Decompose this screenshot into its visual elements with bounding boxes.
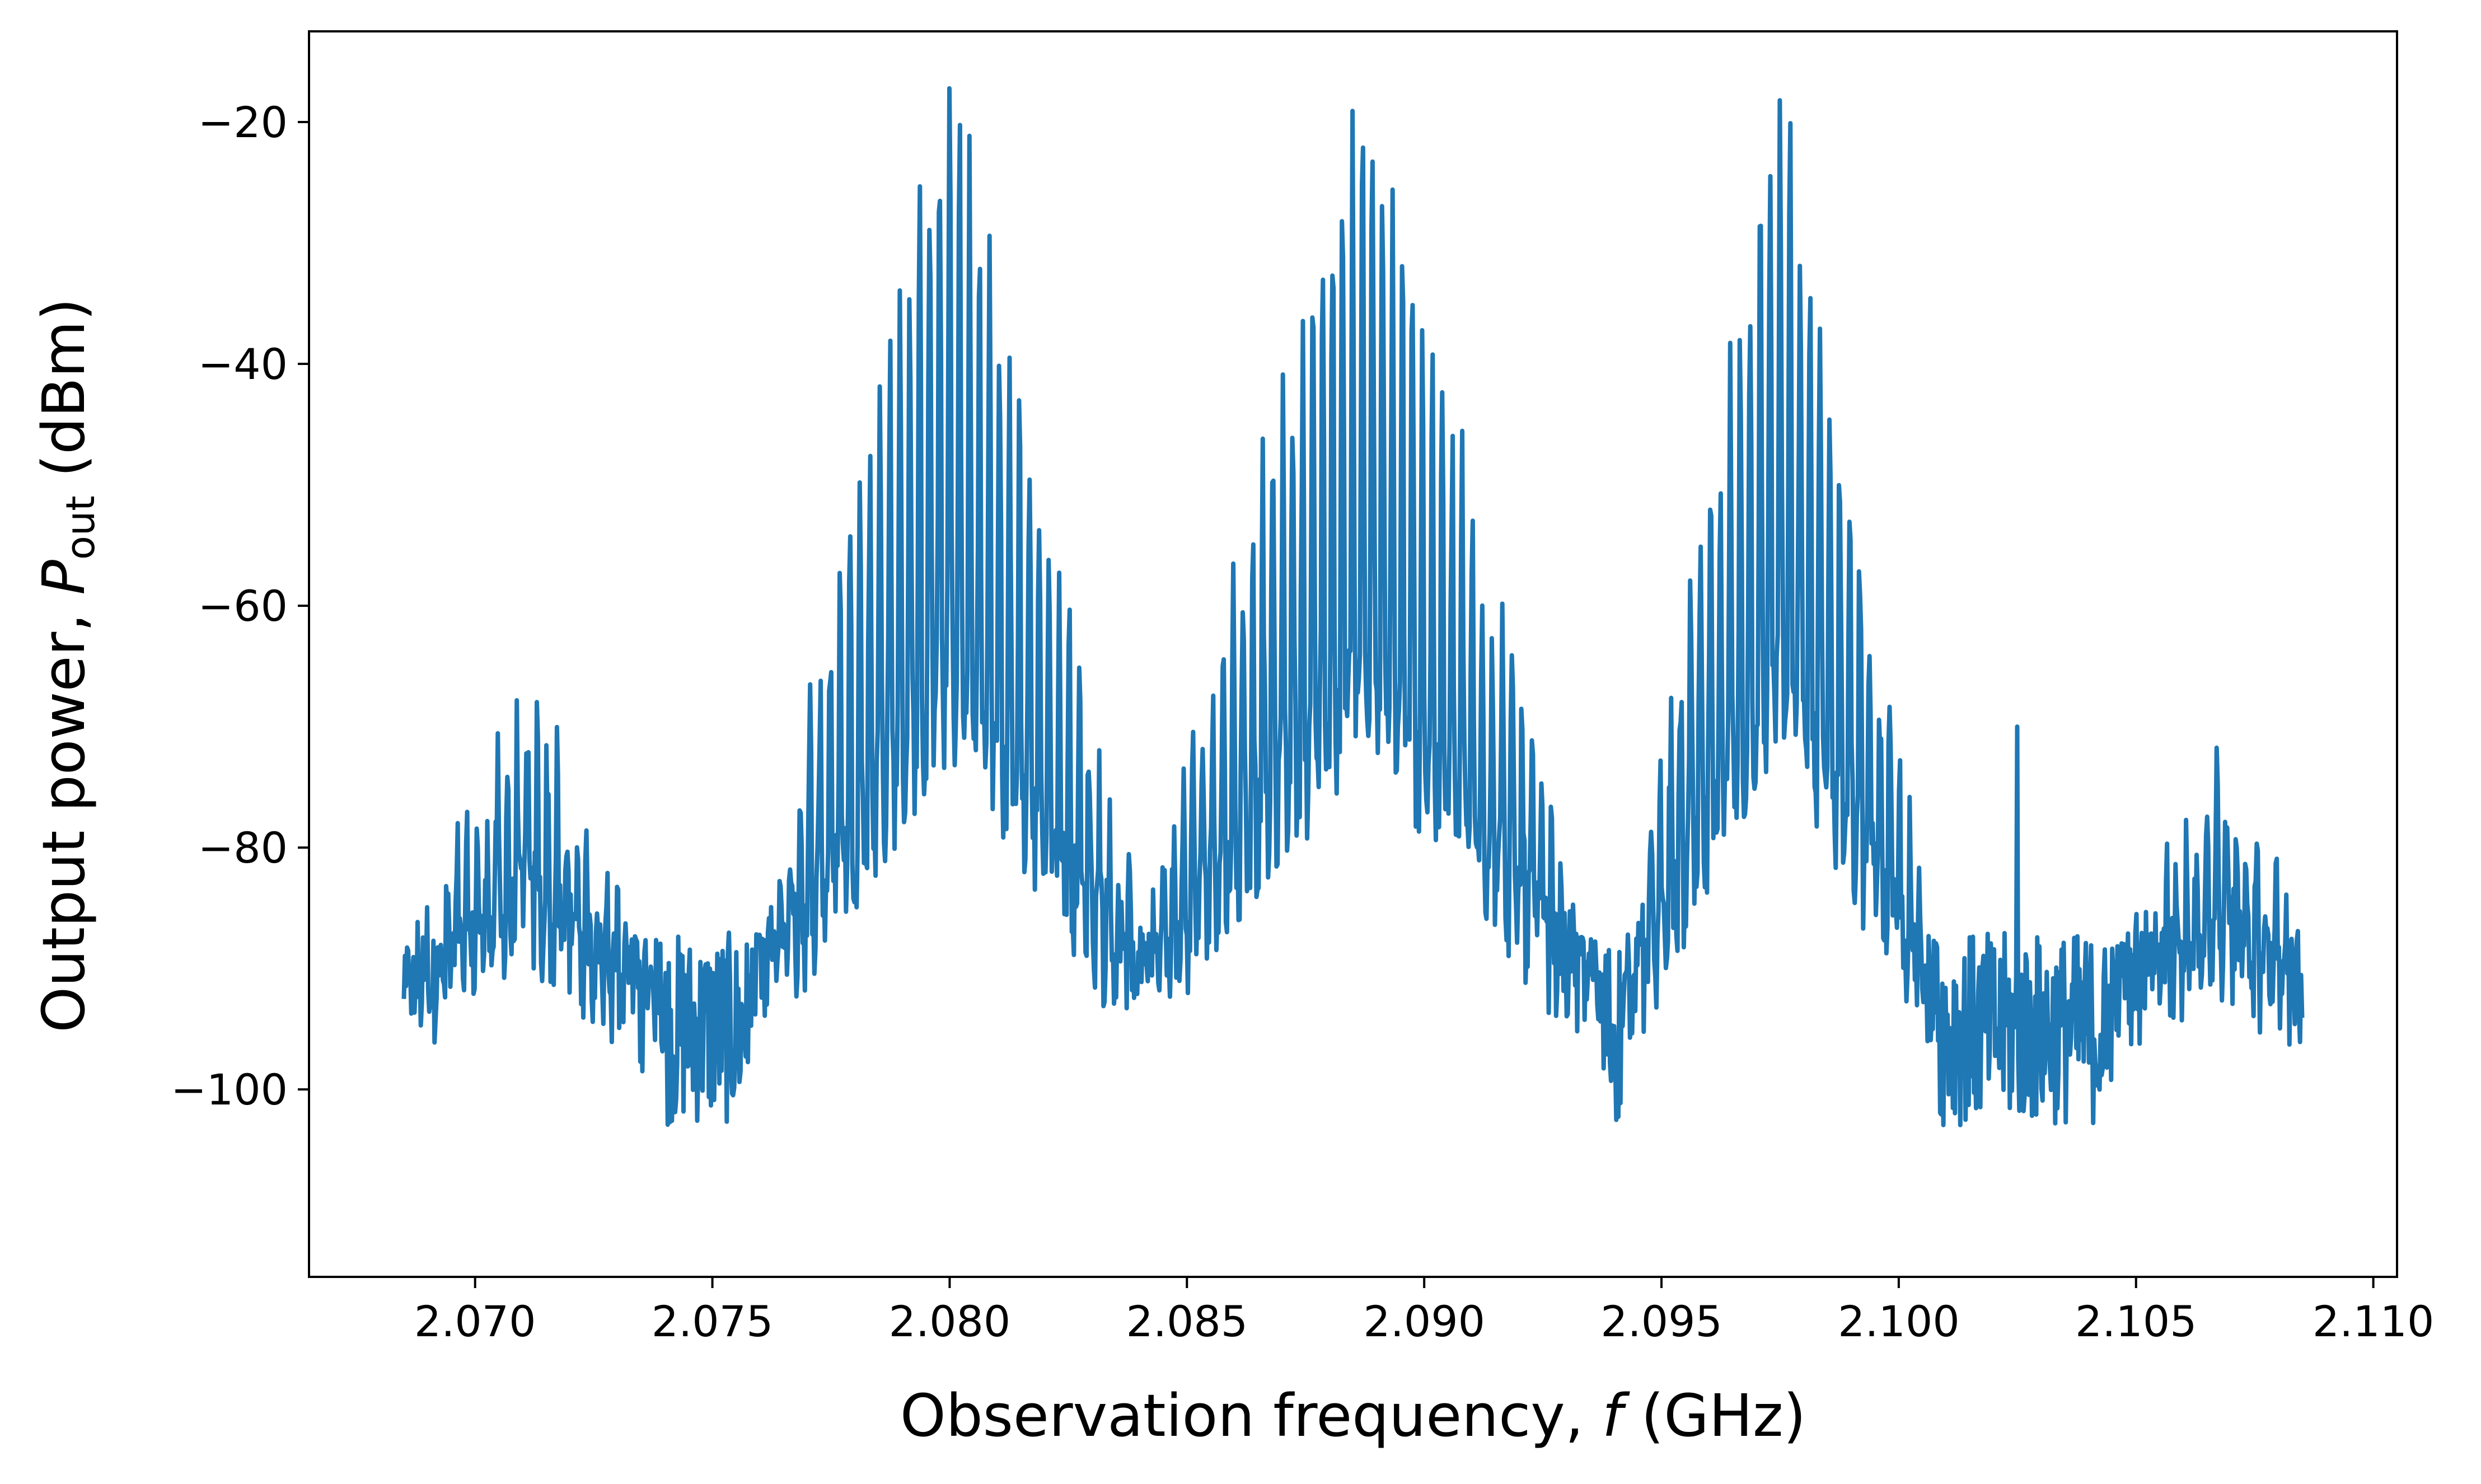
x-tick-label: 2.085 xyxy=(1126,1296,1248,1346)
series-layer xyxy=(401,86,2305,1127)
x-tick-label: 2.105 xyxy=(2075,1296,2197,1346)
y-tick-label: −100 xyxy=(171,1065,288,1115)
x-axis-label-unit: (GHz) xyxy=(1623,1382,1806,1450)
x-axis-label-main: Observation frequency, xyxy=(900,1382,1602,1450)
x-tick-label: 2.070 xyxy=(414,1296,536,1346)
x-tick-label: 2.110 xyxy=(2313,1296,2435,1346)
y-ticks: −100 −80 −60 −40 −20 xyxy=(171,97,309,1115)
y-axis-label-unit: (dBm) xyxy=(30,298,98,495)
series-line xyxy=(401,86,2305,1127)
y-axis-label-var: P xyxy=(30,560,98,595)
x-tick-label: 2.075 xyxy=(652,1296,774,1346)
x-tick-label: 2.090 xyxy=(1363,1296,1485,1346)
y-tick-label: −60 xyxy=(198,581,288,631)
x-axis-label: Observation frequency, f (GHz) xyxy=(900,1382,1806,1450)
y-axis-label: Output power, Pout (dBm) xyxy=(30,298,104,1032)
x-ticks: 2.070 2.075 2.080 2.085 2.090 2.095 2.100 2.105… xyxy=(414,1277,2434,1346)
x-tick-label: 2.080 xyxy=(889,1296,1011,1346)
y-axis-label-sub: out xyxy=(58,495,104,560)
y-tick-label: −80 xyxy=(198,823,288,873)
y-axis-label-main: Output power, xyxy=(30,595,98,1033)
plot-frame xyxy=(308,30,2398,1278)
y-tick-label: −40 xyxy=(198,339,288,389)
x-tick-label: 2.100 xyxy=(1838,1296,1960,1346)
x-tick-label: 2.095 xyxy=(1600,1296,1722,1346)
y-tick-label: −20 xyxy=(198,97,288,147)
